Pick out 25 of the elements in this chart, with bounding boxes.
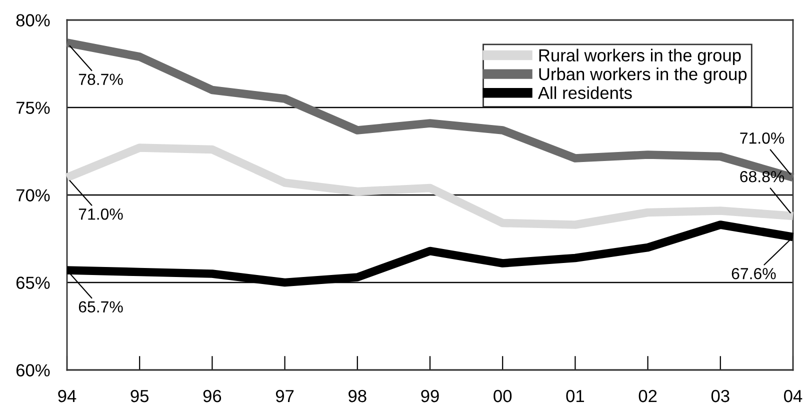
- annotation: 68.8%: [740, 170, 784, 182]
- legend-label: Rural workers in the group: [539, 48, 741, 65]
- y-tick-label: 65%: [16, 276, 50, 289]
- annotation: 67.6%: [732, 268, 776, 280]
- annotation: 71.0%: [740, 132, 784, 144]
- legend-label: Urban workers in the group: [539, 68, 747, 84]
- annotation: 71.0%: [78, 208, 123, 220]
- x-tick-label: 99: [421, 390, 439, 402]
- x-tick-label: 02: [638, 390, 657, 402]
- annotation: 65.7%: [78, 301, 123, 313]
- x-tick-label: 00: [494, 390, 512, 402]
- y-tick-label: 75%: [16, 102, 50, 114]
- x-tick-label: 04: [784, 390, 802, 402]
- x-tick-label: 97: [276, 390, 294, 402]
- legend-label: All residents: [538, 86, 632, 100]
- x-tick-label: 98: [348, 390, 366, 402]
- x-tick-label: 96: [203, 390, 222, 402]
- x-tick-label: 95: [130, 390, 149, 402]
- x-tick-label: 94: [58, 390, 76, 402]
- y-tick-label: 60%: [16, 364, 50, 376]
- annotation: 78.7%: [78, 74, 123, 86]
- x-tick-label: 01: [566, 390, 584, 402]
- y-tick-label: 70%: [16, 189, 50, 202]
- x-tick-label: 03: [711, 390, 730, 402]
- y-tick-label: 80%: [16, 14, 50, 26]
